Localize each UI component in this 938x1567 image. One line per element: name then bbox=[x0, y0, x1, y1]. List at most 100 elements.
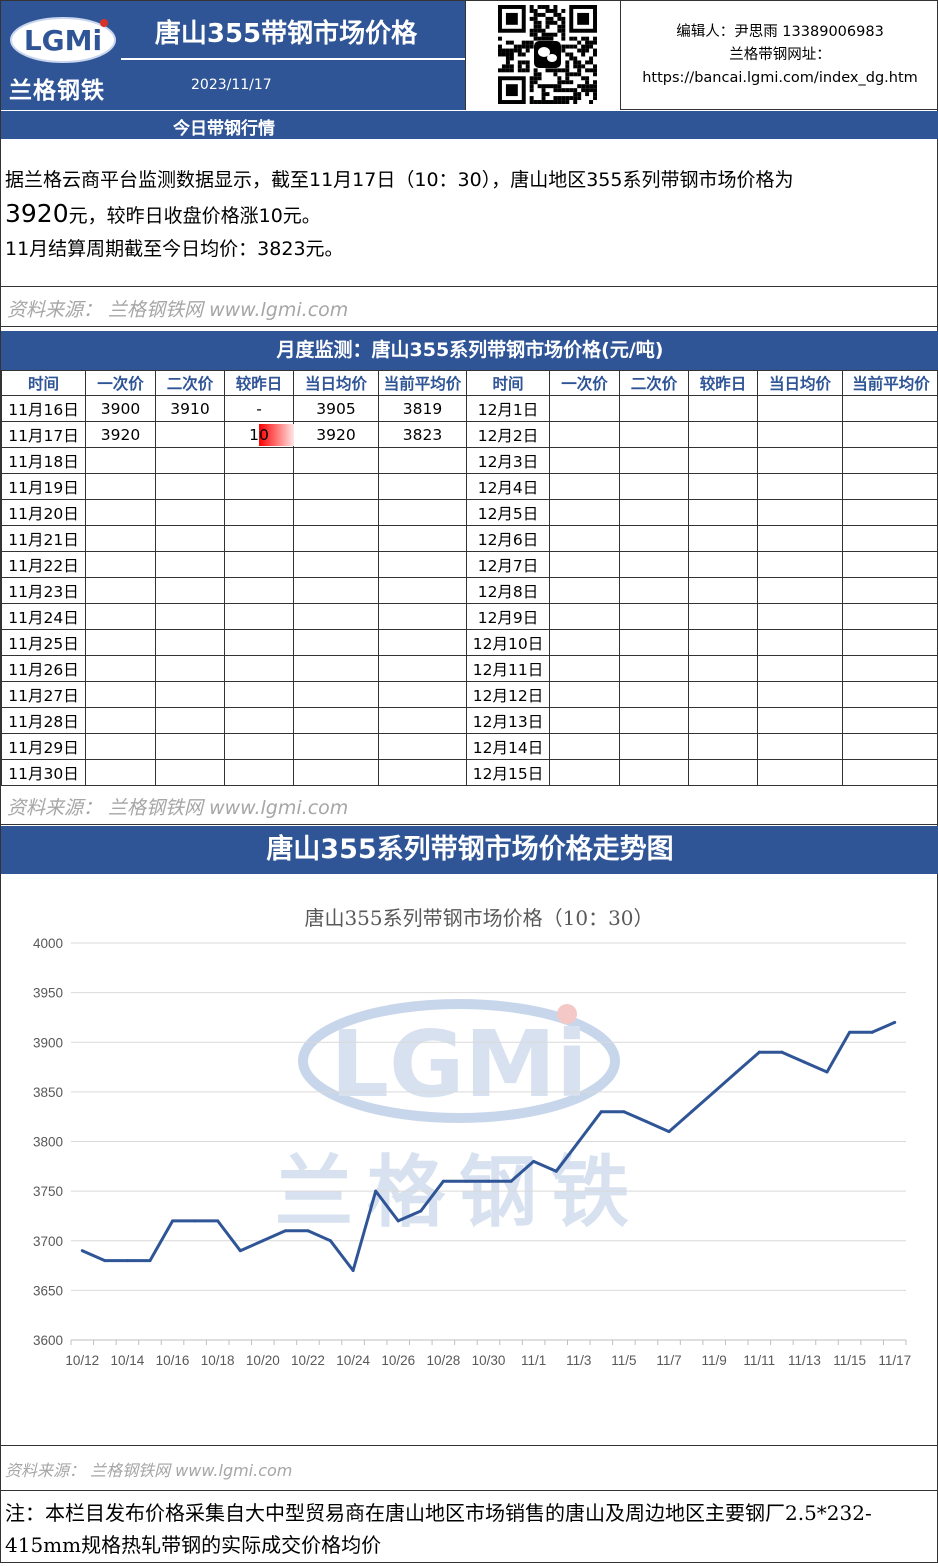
data-point bbox=[306, 1229, 309, 1232]
table-cell: 12月6日 bbox=[467, 526, 550, 552]
data-point bbox=[622, 1110, 625, 1113]
x-tick-label: 11/5 bbox=[611, 1353, 636, 1368]
column-header: 时间 bbox=[2, 371, 86, 396]
y-tick-label: 3750 bbox=[33, 1184, 63, 1199]
page-title: 唐山355带钢市场价格 bbox=[121, 13, 451, 50]
chart-title: 唐山355系列带钢市场价格（10：30） bbox=[304, 906, 653, 930]
table-cell bbox=[550, 656, 620, 682]
table-cell: 3823 bbox=[379, 422, 467, 448]
table-cell: 3910 bbox=[156, 396, 225, 422]
table-cell bbox=[156, 682, 225, 708]
table-cell bbox=[758, 578, 843, 604]
table-cell bbox=[225, 604, 294, 630]
table-cell bbox=[550, 760, 620, 786]
header-banner: LGMi 兰格钢铁 唐山355带钢市场价格 2023/11/17 bbox=[1, 1, 465, 110]
data-point bbox=[442, 1180, 445, 1183]
table-cell bbox=[550, 526, 620, 552]
table-cell bbox=[86, 708, 156, 734]
table-cell bbox=[86, 448, 156, 474]
x-tick-label: 10/20 bbox=[246, 1353, 280, 1368]
table-cell bbox=[758, 734, 843, 760]
table-cell bbox=[294, 708, 379, 734]
table-cell bbox=[689, 630, 758, 656]
x-tick-label: 11/11 bbox=[743, 1353, 775, 1368]
column-header: 二次价 bbox=[156, 371, 225, 396]
table-cell bbox=[86, 526, 156, 552]
table-cell bbox=[225, 500, 294, 526]
data-point bbox=[668, 1130, 671, 1133]
table-cell bbox=[843, 708, 938, 734]
change-value: 10 bbox=[249, 426, 269, 444]
data-point bbox=[487, 1180, 490, 1183]
table-cell bbox=[689, 708, 758, 734]
table-cell bbox=[550, 474, 620, 500]
data-point bbox=[261, 1239, 264, 1242]
table-cell: 11月26日 bbox=[2, 656, 86, 682]
table-cell bbox=[156, 474, 225, 500]
table-cell: 12月14日 bbox=[467, 734, 550, 760]
table-cell bbox=[758, 760, 843, 786]
table-cell: 3819 bbox=[379, 396, 467, 422]
data-point bbox=[713, 1090, 716, 1093]
table-cell: 11月19日 bbox=[2, 474, 86, 500]
table-cell: 12月2日 bbox=[467, 422, 550, 448]
column-header: 当前平均价 bbox=[379, 371, 467, 396]
column-header: 当前平均价 bbox=[843, 371, 938, 396]
x-tick-label: 10/22 bbox=[291, 1353, 325, 1368]
table-cell bbox=[86, 734, 156, 760]
table-cell bbox=[758, 422, 843, 448]
table-cell bbox=[758, 630, 843, 656]
y-tick-label: 3800 bbox=[33, 1135, 63, 1150]
data-point bbox=[239, 1249, 242, 1252]
table-cell: 11月29日 bbox=[2, 734, 86, 760]
table-cell bbox=[225, 760, 294, 786]
table-cell bbox=[689, 422, 758, 448]
y-tick-label: 3650 bbox=[33, 1283, 63, 1298]
table-cell bbox=[843, 500, 938, 526]
table-cell bbox=[843, 630, 938, 656]
site-url-link[interactable]: https://bancai.lgmi.com/index_dg.htm bbox=[621, 67, 938, 90]
x-tick-label: 10/16 bbox=[156, 1353, 190, 1368]
table-cell bbox=[843, 422, 938, 448]
table-cell bbox=[294, 630, 379, 656]
table-cell bbox=[225, 682, 294, 708]
table-cell bbox=[550, 396, 620, 422]
data-point bbox=[284, 1229, 287, 1232]
source-note-2: 资料来源： 兰格钢铁网 www.lgmi.com bbox=[1, 785, 938, 825]
data-point bbox=[848, 1031, 851, 1034]
table-cell bbox=[758, 474, 843, 500]
table-cell: 11月20日 bbox=[2, 500, 86, 526]
table-cell bbox=[294, 526, 379, 552]
table-cell bbox=[843, 578, 938, 604]
table-cell bbox=[843, 604, 938, 630]
table-cell bbox=[620, 396, 689, 422]
footnote: 注：本栏目发布价格采集自大中型贸易商在唐山地区市场销售的唐山及周边地区主要钢厂2… bbox=[1, 1491, 938, 1567]
data-point bbox=[510, 1180, 513, 1183]
table-cell bbox=[843, 552, 938, 578]
table-cell bbox=[550, 604, 620, 630]
table-cell bbox=[379, 526, 467, 552]
table-cell bbox=[294, 500, 379, 526]
table-cell bbox=[620, 630, 689, 656]
table-cell: 11月16日 bbox=[2, 396, 86, 422]
table-cell bbox=[843, 396, 938, 422]
data-point bbox=[735, 1071, 738, 1074]
table-cell bbox=[689, 760, 758, 786]
data-point bbox=[329, 1239, 332, 1242]
table-cell bbox=[758, 656, 843, 682]
table-cell: 12月8日 bbox=[467, 578, 550, 604]
data-point bbox=[758, 1051, 761, 1054]
summary-change: 元，较昨日收盘价格涨10元。 bbox=[69, 205, 321, 227]
table-cell bbox=[379, 682, 467, 708]
watermark: LGMi 兰格钢铁 bbox=[275, 1004, 643, 1238]
table-cell: 12月10日 bbox=[467, 630, 550, 656]
table-cell bbox=[156, 760, 225, 786]
table-cell bbox=[294, 734, 379, 760]
logo-chinese-text: 兰格钢铁 bbox=[9, 71, 105, 105]
data-point bbox=[871, 1031, 874, 1034]
